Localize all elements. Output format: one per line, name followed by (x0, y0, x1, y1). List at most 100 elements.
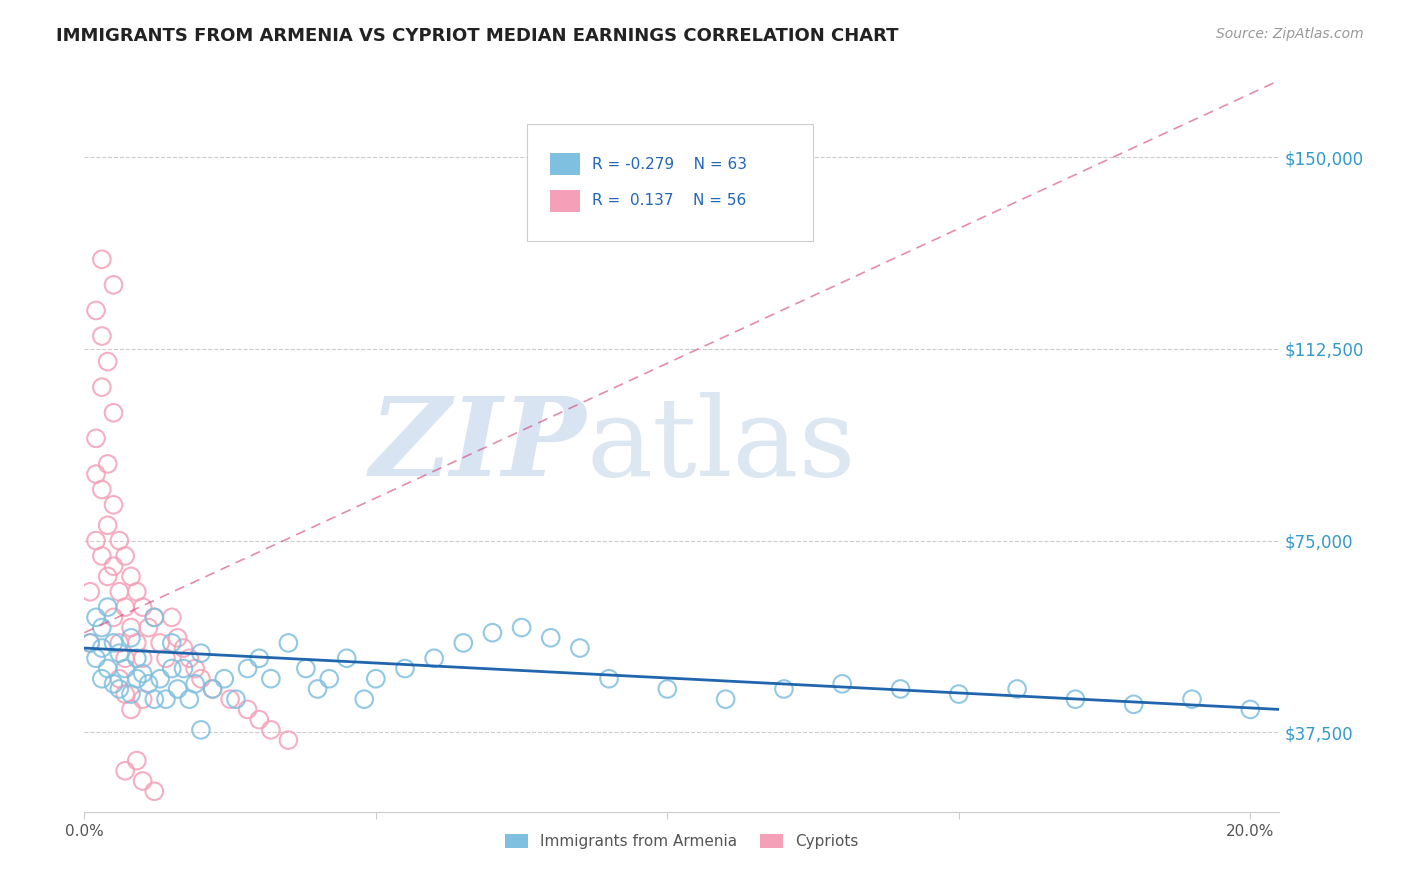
Point (773, 681, 796, 696)
Point (125, 672, 148, 686)
FancyBboxPatch shape (551, 153, 581, 176)
Text: Source: ZipAtlas.com: Source: ZipAtlas.com (1216, 27, 1364, 41)
Point (84, 431, 107, 445)
Point (225, 692, 247, 706)
Point (103, 406, 125, 420)
Point (103, 498, 125, 512)
Point (131, 600, 153, 615)
Point (84, 610, 107, 624)
Text: R =  0.137    N = 56: R = 0.137 N = 56 (592, 194, 747, 209)
Point (1181, 692, 1204, 706)
Point (277, 636, 299, 650)
Point (889, 681, 911, 696)
Point (108, 681, 131, 696)
Point (90, 329, 112, 343)
Point (184, 677, 207, 691)
Point (1005, 681, 1028, 696)
Point (114, 549, 136, 563)
Point (236, 702, 259, 716)
Point (166, 631, 188, 645)
Point (155, 651, 177, 665)
Point (114, 651, 136, 665)
Point (97, 661, 120, 675)
Point (143, 610, 166, 624)
Text: IMMIGRANTS FROM ARMENIA VS CYPRIOT MEDIAN EARNINGS CORRELATION CHART: IMMIGRANTS FROM ARMENIA VS CYPRIOT MEDIA… (56, 27, 898, 45)
Point (714, 692, 737, 706)
Point (79, 584, 101, 599)
Point (114, 687, 136, 701)
Point (190, 646, 212, 660)
Point (90, 549, 112, 563)
Point (201, 681, 224, 696)
Point (160, 661, 183, 675)
Point (103, 677, 125, 691)
Point (120, 687, 142, 701)
Point (1239, 702, 1261, 716)
Point (103, 610, 125, 624)
Point (97, 600, 120, 615)
Point (394, 661, 416, 675)
Point (540, 631, 562, 645)
Point (453, 636, 475, 650)
Point (120, 569, 142, 583)
Point (125, 754, 148, 768)
Point (260, 672, 283, 686)
Point (219, 692, 242, 706)
Point (103, 277, 125, 292)
Point (214, 672, 236, 686)
Point (318, 672, 340, 686)
Point (277, 733, 299, 747)
Point (353, 692, 375, 706)
Point (131, 692, 153, 706)
Point (90, 483, 112, 497)
Point (510, 621, 533, 635)
Point (260, 723, 283, 737)
Point (108, 533, 131, 548)
Point (108, 646, 131, 660)
Text: atlas: atlas (586, 392, 856, 500)
Point (598, 672, 620, 686)
Point (423, 651, 446, 665)
FancyBboxPatch shape (551, 190, 581, 212)
Point (336, 651, 359, 665)
Point (90, 672, 112, 686)
Point (131, 666, 153, 681)
Point (1122, 698, 1144, 712)
Point (201, 681, 224, 696)
Point (131, 774, 153, 789)
Point (90, 380, 112, 394)
Point (143, 784, 166, 798)
Point (1064, 692, 1087, 706)
Point (84, 533, 107, 548)
Point (190, 672, 212, 686)
Point (97, 457, 120, 471)
Point (120, 621, 142, 635)
Point (155, 692, 177, 706)
Point (138, 677, 160, 691)
Point (184, 661, 207, 675)
Point (247, 713, 270, 727)
Point (125, 584, 148, 599)
Point (90, 641, 112, 656)
Point (120, 702, 142, 716)
Point (79, 636, 101, 650)
Point (172, 661, 194, 675)
Point (143, 610, 166, 624)
Point (236, 661, 259, 675)
Point (114, 764, 136, 778)
Point (84, 467, 107, 482)
Point (481, 625, 503, 640)
Point (125, 636, 148, 650)
Point (657, 681, 679, 696)
Point (97, 518, 120, 533)
Point (149, 672, 172, 686)
Point (84, 303, 107, 318)
Text: R = -0.279    N = 63: R = -0.279 N = 63 (592, 157, 747, 172)
Point (114, 600, 136, 615)
Point (114, 661, 136, 675)
Point (120, 631, 142, 645)
Point (79, 636, 101, 650)
Point (568, 641, 591, 656)
Point (172, 641, 194, 656)
Point (108, 672, 131, 686)
